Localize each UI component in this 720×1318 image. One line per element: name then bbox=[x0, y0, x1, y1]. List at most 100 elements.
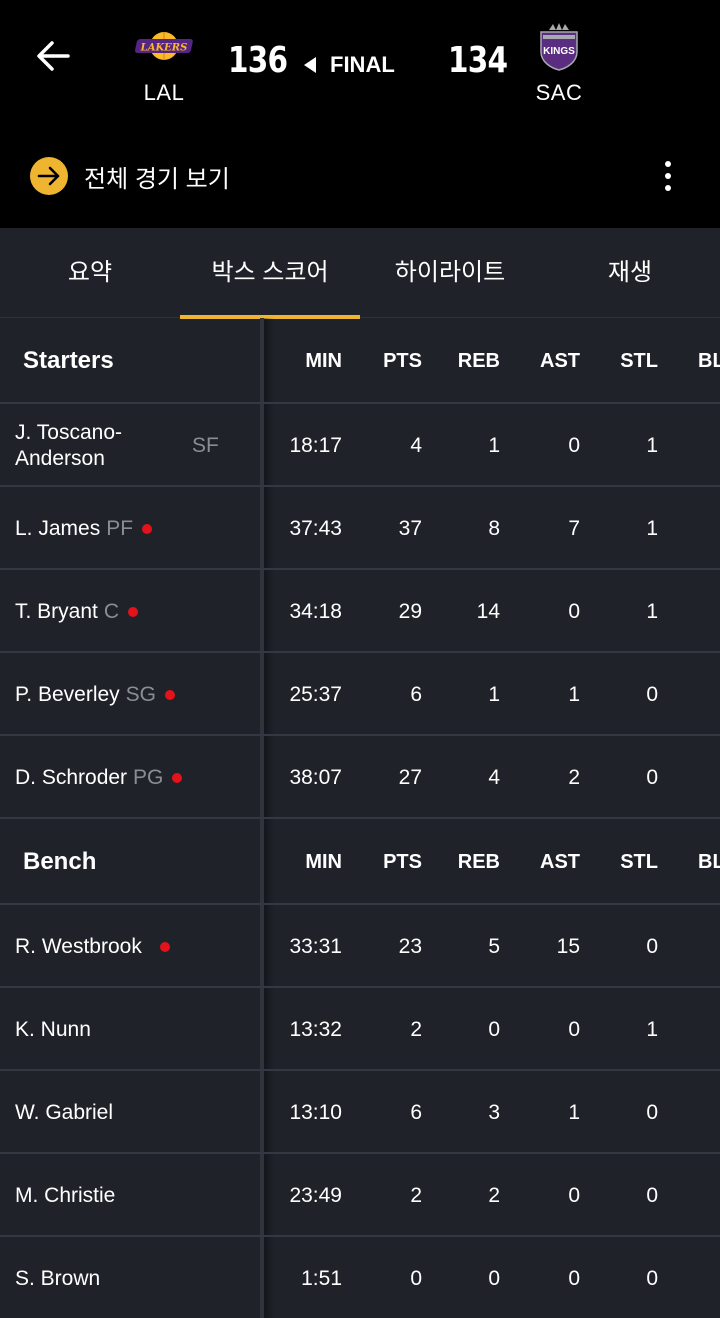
column-divider bbox=[264, 653, 274, 734]
red-dot-icon bbox=[165, 689, 176, 700]
stat-stl: 1 bbox=[646, 1018, 658, 1041]
player-cell[interactable]: P. Beverley SG bbox=[0, 653, 264, 734]
stat-min: 23:49 bbox=[289, 1184, 342, 1207]
player-position: PF bbox=[106, 516, 134, 540]
player-row[interactable]: P. Beverley SG 25:37 6 1 1 0 bbox=[0, 653, 720, 736]
player-name[interactable]: P. Beverley SG bbox=[15, 653, 176, 736]
stat-pts: 27 bbox=[398, 766, 422, 789]
player-name[interactable]: W. Gabriel bbox=[15, 1071, 113, 1154]
player-name[interactable]: J. Toscano- Anderson bbox=[15, 404, 122, 487]
away-score: 134 bbox=[448, 40, 508, 81]
away-team-abbr: SAC bbox=[535, 80, 583, 105]
stat-stl: 0 bbox=[646, 766, 658, 789]
stat-reb: 0 bbox=[488, 1018, 500, 1041]
column-header-ast[interactable]: AST bbox=[540, 350, 580, 372]
column-header-stl[interactable]: STL bbox=[620, 851, 658, 873]
column-divider bbox=[264, 570, 274, 651]
stat-stl: 0 bbox=[646, 1184, 658, 1207]
stat-stl: 1 bbox=[646, 517, 658, 540]
column-header-bl[interactable]: BL bbox=[698, 350, 720, 372]
player-cell[interactable]: K. Nunn bbox=[0, 988, 264, 1069]
red-dot-icon bbox=[128, 606, 139, 617]
column-header-bl[interactable]: BL bbox=[698, 851, 720, 873]
player-row[interactable]: J. Toscano- Anderson SF 18:17 4 1 0 1 bbox=[0, 404, 720, 487]
column-divider bbox=[264, 318, 274, 402]
away-team[interactable]: KINGS SAC bbox=[514, 22, 604, 106]
home-team[interactable]: LAKERS LAL bbox=[119, 22, 209, 106]
player-row[interactable]: T. Bryant C 34:18 29 14 0 1 bbox=[0, 570, 720, 653]
tab-box-score[interactable]: 박스 스코어 bbox=[180, 228, 360, 319]
red-dot-icon bbox=[172, 772, 183, 783]
player-name-label: D. Schroder bbox=[15, 765, 128, 789]
player-name-label: K. Nunn bbox=[15, 1017, 91, 1041]
column-divider bbox=[264, 988, 274, 1069]
stat-pts: 2 bbox=[410, 1018, 422, 1041]
player-cell[interactable]: S. Brown bbox=[0, 1237, 264, 1318]
game-status-label: FINAL bbox=[330, 52, 395, 77]
home-team-abbr: LAL bbox=[143, 80, 185, 105]
player-row[interactable]: L. James PF 37:43 37 8 7 1 bbox=[0, 487, 720, 570]
column-header-reb[interactable]: REB bbox=[457, 851, 500, 873]
column-header-pts[interactable]: PTS bbox=[383, 350, 422, 372]
player-row[interactable]: D. Schroder PG 38:07 27 4 2 0 bbox=[0, 736, 720, 819]
starters-title: Starters bbox=[23, 347, 114, 374]
player-position: PG bbox=[133, 765, 164, 789]
column-header-ast[interactable]: AST bbox=[540, 851, 580, 873]
player-cell[interactable]: J. Toscano- Anderson SF bbox=[0, 404, 264, 485]
player-row[interactable]: W. Gabriel 13:10 6 3 1 0 bbox=[0, 1071, 720, 1154]
player-name[interactable]: D. Schroder PG bbox=[15, 736, 183, 819]
player-row[interactable]: R. Westbrook 33:31 23 5 15 0 bbox=[0, 905, 720, 988]
stat-min: 1:51 bbox=[301, 1267, 342, 1290]
player-name-line: Anderson bbox=[15, 446, 105, 470]
column-divider bbox=[264, 1071, 274, 1152]
player-name-label: L. James bbox=[15, 516, 101, 540]
player-cell[interactable]: R. Westbrook bbox=[0, 905, 264, 986]
player-cell[interactable]: L. James PF bbox=[0, 487, 264, 568]
player-cell[interactable]: D. Schroder PG bbox=[0, 736, 264, 817]
stat-reb: 8 bbox=[488, 517, 500, 540]
player-name[interactable]: K. Nunn bbox=[15, 988, 91, 1071]
stat-pts: 4 bbox=[410, 434, 422, 457]
watch-full-game-label: 전체 경기 보기 bbox=[84, 165, 230, 193]
tab-playback[interactable]: 재생 bbox=[540, 228, 720, 318]
player-name-label: P. Beverley bbox=[15, 682, 120, 706]
player-cell[interactable]: T. Bryant C bbox=[0, 570, 264, 651]
kebab-menu-icon[interactable] bbox=[656, 158, 680, 194]
stat-pts: 37 bbox=[398, 517, 422, 540]
column-header-reb[interactable]: REB bbox=[457, 350, 500, 372]
tab-summary[interactable]: 요약 bbox=[0, 228, 180, 318]
column-divider bbox=[264, 404, 274, 485]
tab-box-score-label: 박스 스코어 bbox=[211, 259, 329, 286]
column-header-min[interactable]: MIN bbox=[305, 851, 342, 873]
player-name[interactable]: L. James PF bbox=[15, 487, 153, 570]
stat-stl: 0 bbox=[646, 1267, 658, 1290]
winner-indicator-icon bbox=[304, 57, 316, 73]
stat-min: 13:10 bbox=[289, 1101, 342, 1124]
column-header-min[interactable]: MIN bbox=[305, 350, 342, 372]
player-row[interactable]: M. Christie 23:49 2 2 0 0 bbox=[0, 1154, 720, 1237]
player-cell[interactable]: M. Christie bbox=[0, 1154, 264, 1235]
player-row[interactable]: S. Brown 1:51 0 0 0 0 bbox=[0, 1237, 720, 1318]
stat-reb: 0 bbox=[488, 1267, 500, 1290]
column-header-stl[interactable]: STL bbox=[620, 350, 658, 372]
stat-ast: 0 bbox=[568, 1018, 580, 1041]
tab-playback-label: 재생 bbox=[607, 259, 653, 286]
stat-pts: 0 bbox=[410, 1267, 422, 1290]
back-arrow-icon[interactable] bbox=[32, 36, 72, 76]
player-cell[interactable]: W. Gabriel bbox=[0, 1071, 264, 1152]
player-name[interactable]: S. Brown bbox=[15, 1237, 100, 1318]
tab-bar: 요약 박스 스코어 하이라이트 재생 bbox=[0, 228, 720, 319]
column-divider bbox=[264, 819, 274, 903]
player-row[interactable]: K. Nunn 13:32 2 0 0 1 bbox=[0, 988, 720, 1071]
player-name[interactable]: M. Christie bbox=[15, 1154, 115, 1237]
column-header-pts[interactable]: PTS bbox=[383, 851, 422, 873]
tab-highlights[interactable]: 하이라이트 bbox=[360, 228, 540, 318]
stat-ast: 0 bbox=[568, 1184, 580, 1207]
home-score: 136 bbox=[228, 40, 288, 81]
stat-min: 34:18 bbox=[289, 600, 342, 623]
stat-ast: 15 bbox=[556, 935, 580, 958]
player-name[interactable]: R. Westbrook bbox=[15, 905, 170, 988]
stat-min: 25:37 bbox=[289, 683, 342, 706]
watch-full-game-button[interactable]: 전체 경기 보기 bbox=[30, 157, 230, 195]
player-name[interactable]: T. Bryant C bbox=[15, 570, 139, 653]
